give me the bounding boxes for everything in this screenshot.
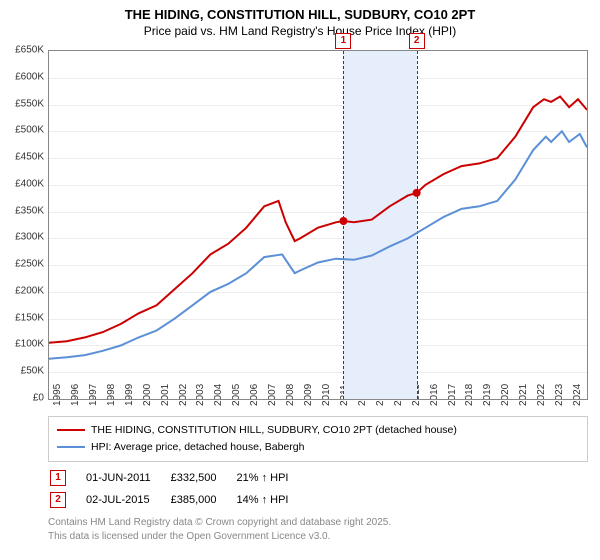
y-tick: £50K bbox=[2, 366, 44, 377]
footnote: Contains HM Land Registry data © Crown c… bbox=[48, 516, 391, 543]
chart-title: THE HIDING, CONSTITUTION HILL, SUDBURY, … bbox=[0, 0, 600, 24]
y-tick: £500K bbox=[2, 125, 44, 136]
y-tick: £0 bbox=[2, 393, 44, 404]
series-lines bbox=[49, 51, 587, 399]
y-tick: £600K bbox=[2, 71, 44, 82]
y-tick: £450K bbox=[2, 152, 44, 163]
marker-1: 1 bbox=[335, 33, 351, 49]
y-tick: £300K bbox=[2, 232, 44, 243]
y-tick: £550K bbox=[2, 98, 44, 109]
y-tick: £400K bbox=[2, 178, 44, 189]
plot-area: 12 bbox=[48, 50, 588, 400]
legend-item-1: THE HIDING, CONSTITUTION HILL, SUDBURY, … bbox=[57, 422, 579, 439]
transaction-row: 101-JUN-2011£332,50021% ↑ HPI bbox=[50, 468, 306, 488]
legend: THE HIDING, CONSTITUTION HILL, SUDBURY, … bbox=[48, 416, 588, 462]
y-tick: £200K bbox=[2, 285, 44, 296]
y-tick: £100K bbox=[2, 339, 44, 350]
y-tick: £350K bbox=[2, 205, 44, 216]
transactions-table: 101-JUN-2011£332,50021% ↑ HPI202-JUL-201… bbox=[48, 466, 308, 512]
y-tick: £150K bbox=[2, 312, 44, 323]
marker-2: 2 bbox=[409, 33, 425, 49]
y-tick: £250K bbox=[2, 259, 44, 270]
transaction-row: 202-JUL-2015£385,00014% ↑ HPI bbox=[50, 490, 306, 510]
y-tick: £650K bbox=[2, 45, 44, 56]
legend-item-2: HPI: Average price, detached house, Babe… bbox=[57, 439, 579, 456]
chart-subtitle: Price paid vs. HM Land Registry's House … bbox=[0, 24, 600, 42]
